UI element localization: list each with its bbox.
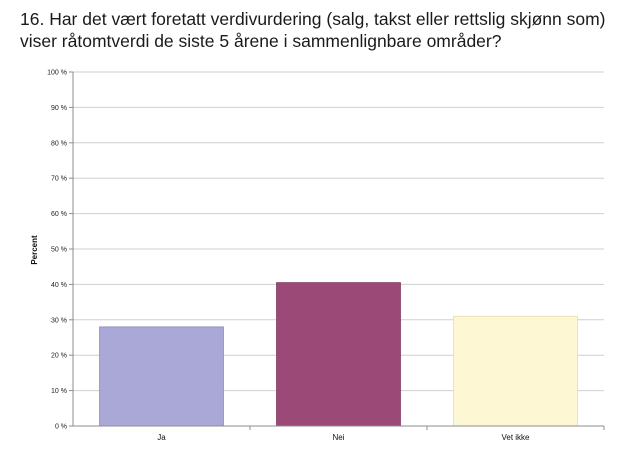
y-axis-label: Percent bbox=[30, 235, 39, 265]
y-tick-label: 80 % bbox=[51, 140, 67, 147]
y-tick-label: 50 % bbox=[51, 247, 67, 254]
y-tick-label: 0 % bbox=[55, 424, 67, 431]
y-tick-label: 30 % bbox=[51, 317, 67, 324]
y-tick-label: 90 % bbox=[51, 105, 67, 112]
y-tick-label: 70 % bbox=[51, 176, 67, 183]
x-tick-label: Ja bbox=[157, 433, 166, 442]
bar-ja bbox=[99, 326, 224, 427]
y-tick-label: 20 % bbox=[51, 353, 67, 360]
x-tick-label: Nei bbox=[332, 433, 344, 442]
x-tick-label: Vet ikke bbox=[501, 433, 530, 442]
bar-nei bbox=[276, 282, 401, 427]
bars bbox=[99, 282, 578, 427]
y-tick-label: 40 % bbox=[51, 282, 67, 289]
y-tick-labels: 0 % 10 % 20 % 30 % 40 % 50 % 60 % 70 % 80 % 90 % 1… bbox=[47, 70, 67, 431]
bar-vet-ikke bbox=[453, 315, 578, 427]
y-tick-label: 10 % bbox=[51, 388, 67, 395]
y-tick-label: 60 % bbox=[51, 211, 67, 218]
x-tick-labels: Ja Nei Vet ikke bbox=[157, 433, 530, 442]
axes bbox=[69, 71, 605, 430]
chart-title: 16. Har det vært foretatt verdivurdering… bbox=[20, 9, 606, 51]
y-tick-label: 100 % bbox=[47, 70, 67, 77]
